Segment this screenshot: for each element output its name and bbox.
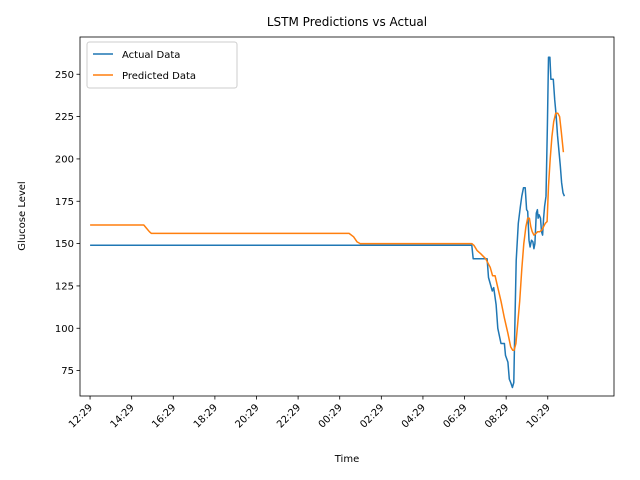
y-tick-label: 250 [55, 70, 74, 81]
plot-frame [79, 36, 615, 397]
chart-title: LSTM Predictions vs Actual [267, 15, 427, 29]
x-axis-title: Time [334, 454, 359, 465]
y-tick-label: 225 [55, 112, 74, 123]
series-layer [90, 56, 566, 389]
y-tick-label: 200 [55, 154, 74, 165]
y-tick-label: 125 [55, 281, 74, 292]
y-tick-label: 150 [55, 239, 74, 250]
legend-label-actual-data: Actual Data [122, 50, 180, 61]
series-line-predicted-data [90, 112, 565, 352]
legend: Actual Data Predicted Data [86, 41, 238, 89]
y-tick-label: 75 [61, 366, 74, 377]
legend-box [86, 41, 238, 89]
y-axis-title: Glucose Level [17, 181, 28, 250]
y-tick-label: 100 [55, 324, 74, 335]
series-line-actual-data [90, 56, 566, 389]
legend-label-predicted-data: Predicted Data [122, 71, 196, 82]
y-tick-label: 175 [55, 197, 74, 208]
